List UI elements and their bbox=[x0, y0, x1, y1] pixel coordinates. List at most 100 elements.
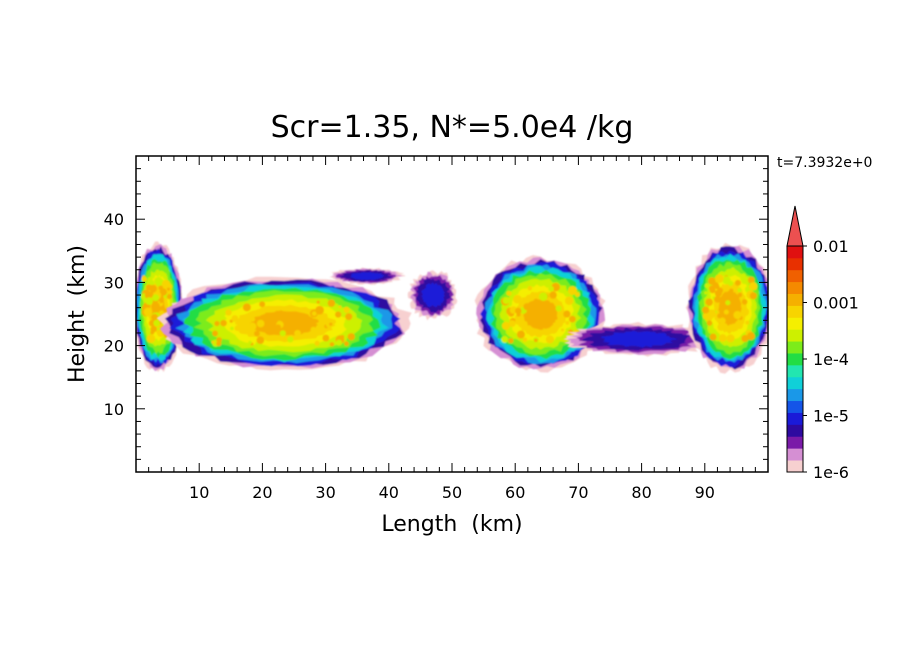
heatmap-cloud-main-left bbox=[156, 276, 412, 371]
heat-speckle bbox=[704, 283, 710, 289]
heat-speckle bbox=[529, 315, 537, 323]
heat-speckle bbox=[242, 303, 251, 312]
heat-speckle bbox=[528, 304, 536, 312]
colorbar-labels: 0.01 0.001 1e-4 1e-5 1e-6 bbox=[803, 237, 859, 482]
heat-speckle bbox=[709, 287, 716, 294]
heat-speckle bbox=[225, 309, 232, 316]
heat-speckle bbox=[564, 296, 574, 305]
x-tick-label: 40 bbox=[379, 483, 399, 502]
heat-speckle bbox=[340, 334, 345, 339]
heat-speckle bbox=[256, 319, 265, 328]
heat-speckle bbox=[248, 322, 257, 331]
heat-speckle bbox=[729, 288, 734, 293]
heat-speckle bbox=[749, 292, 757, 300]
axis-ticks bbox=[135, 155, 769, 473]
heat-speckle bbox=[154, 277, 163, 286]
heat-speckle bbox=[294, 330, 301, 337]
heat-speckle bbox=[548, 285, 554, 292]
heat-speckle bbox=[275, 324, 282, 331]
colorbar-segment bbox=[787, 246, 803, 259]
heat-speckle bbox=[527, 285, 533, 291]
heat-speckle bbox=[322, 334, 330, 342]
heatmap-cloud-right-edge bbox=[685, 242, 768, 374]
heat-speckle bbox=[152, 294, 160, 302]
heat-speckle bbox=[502, 296, 510, 304]
heat-speckle bbox=[335, 311, 342, 318]
heat-speckle bbox=[522, 337, 528, 343]
heat-speckle bbox=[270, 312, 279, 321]
heat-speckle bbox=[513, 294, 522, 304]
colorbar-extend-arrow bbox=[786, 205, 804, 247]
x-tick-label: 30 bbox=[315, 483, 335, 502]
heat-speckle bbox=[148, 319, 156, 327]
heat-speckle bbox=[574, 291, 580, 297]
x-axis-label: Length (km) bbox=[381, 512, 522, 537]
colorbar-segment bbox=[787, 376, 803, 390]
heat-speckle bbox=[331, 319, 337, 325]
heat-speckle bbox=[314, 340, 320, 346]
colorbar-segment bbox=[787, 257, 803, 271]
colorbar-segment bbox=[787, 448, 803, 461]
heatmap-cloud-thin-band bbox=[563, 322, 717, 357]
heat-speckle bbox=[159, 299, 164, 304]
heat-speckle bbox=[343, 320, 353, 330]
heat-speckle bbox=[214, 320, 220, 327]
heat-speckle bbox=[508, 337, 514, 344]
heat-speckle bbox=[725, 300, 731, 306]
heat-speckle bbox=[733, 310, 742, 320]
x-tick-label: 70 bbox=[568, 483, 588, 502]
heat-speckle bbox=[746, 332, 755, 341]
x-tick-labels: 10 20 30 40 50 60 70 80 90 bbox=[189, 483, 715, 502]
heat-speckle bbox=[248, 340, 252, 345]
heat-speckle bbox=[231, 315, 239, 323]
heat-speckle bbox=[515, 317, 523, 326]
y-tick-labels: 10 20 30 40 bbox=[104, 210, 124, 419]
heat-speckle bbox=[522, 321, 528, 327]
y-tick-label: 40 bbox=[104, 210, 124, 229]
heat-speckle bbox=[166, 293, 173, 300]
heat-contour bbox=[600, 330, 679, 348]
heat-speckle bbox=[568, 315, 576, 323]
heat-speckle bbox=[254, 330, 260, 337]
x-tick-label: 10 bbox=[189, 483, 209, 502]
colorbar-segment bbox=[787, 424, 803, 437]
heat-speckle bbox=[745, 320, 750, 325]
heat-speckle bbox=[714, 295, 722, 303]
heat-speckle bbox=[726, 334, 735, 343]
heat-speckle bbox=[327, 299, 336, 307]
y-axis-label: Height (km) bbox=[65, 245, 90, 383]
heatmap-cloud-center-right bbox=[474, 255, 606, 373]
heat-speckle bbox=[705, 314, 713, 322]
heat-speckle bbox=[533, 338, 538, 343]
heat-speckle bbox=[294, 317, 300, 323]
heat-speckle bbox=[343, 306, 350, 313]
heat-speckle bbox=[256, 336, 265, 345]
colorbar-segment bbox=[787, 293, 803, 306]
y-tick-label: 20 bbox=[104, 337, 124, 356]
heat-speckle bbox=[515, 307, 522, 315]
heat-speckle bbox=[152, 302, 160, 310]
heat-speckle bbox=[141, 276, 147, 282]
heat-contour bbox=[350, 272, 385, 281]
x-tick-label: 90 bbox=[695, 483, 715, 502]
heat-speckle bbox=[158, 285, 164, 291]
heat-speckle bbox=[338, 305, 342, 309]
heat-speckle bbox=[311, 311, 317, 316]
heat-speckle bbox=[250, 317, 256, 322]
heat-speckle bbox=[726, 291, 730, 296]
colorbar-segment bbox=[787, 388, 803, 402]
heat-speckle bbox=[741, 299, 748, 305]
heat-speckle bbox=[709, 333, 717, 341]
heat-speckle bbox=[316, 300, 320, 304]
heat-speckle bbox=[279, 330, 286, 337]
heat-speckle bbox=[145, 284, 152, 291]
heat-speckle bbox=[555, 305, 562, 312]
heat-speckle bbox=[161, 279, 171, 289]
x-tick-label: 20 bbox=[252, 483, 272, 502]
y-tick-label: 10 bbox=[104, 400, 124, 419]
colorbar-tick-label: 1e-6 bbox=[813, 463, 849, 482]
heat-speckle bbox=[259, 301, 266, 308]
heat-speckle bbox=[717, 287, 724, 294]
heat-speckle bbox=[236, 302, 243, 308]
